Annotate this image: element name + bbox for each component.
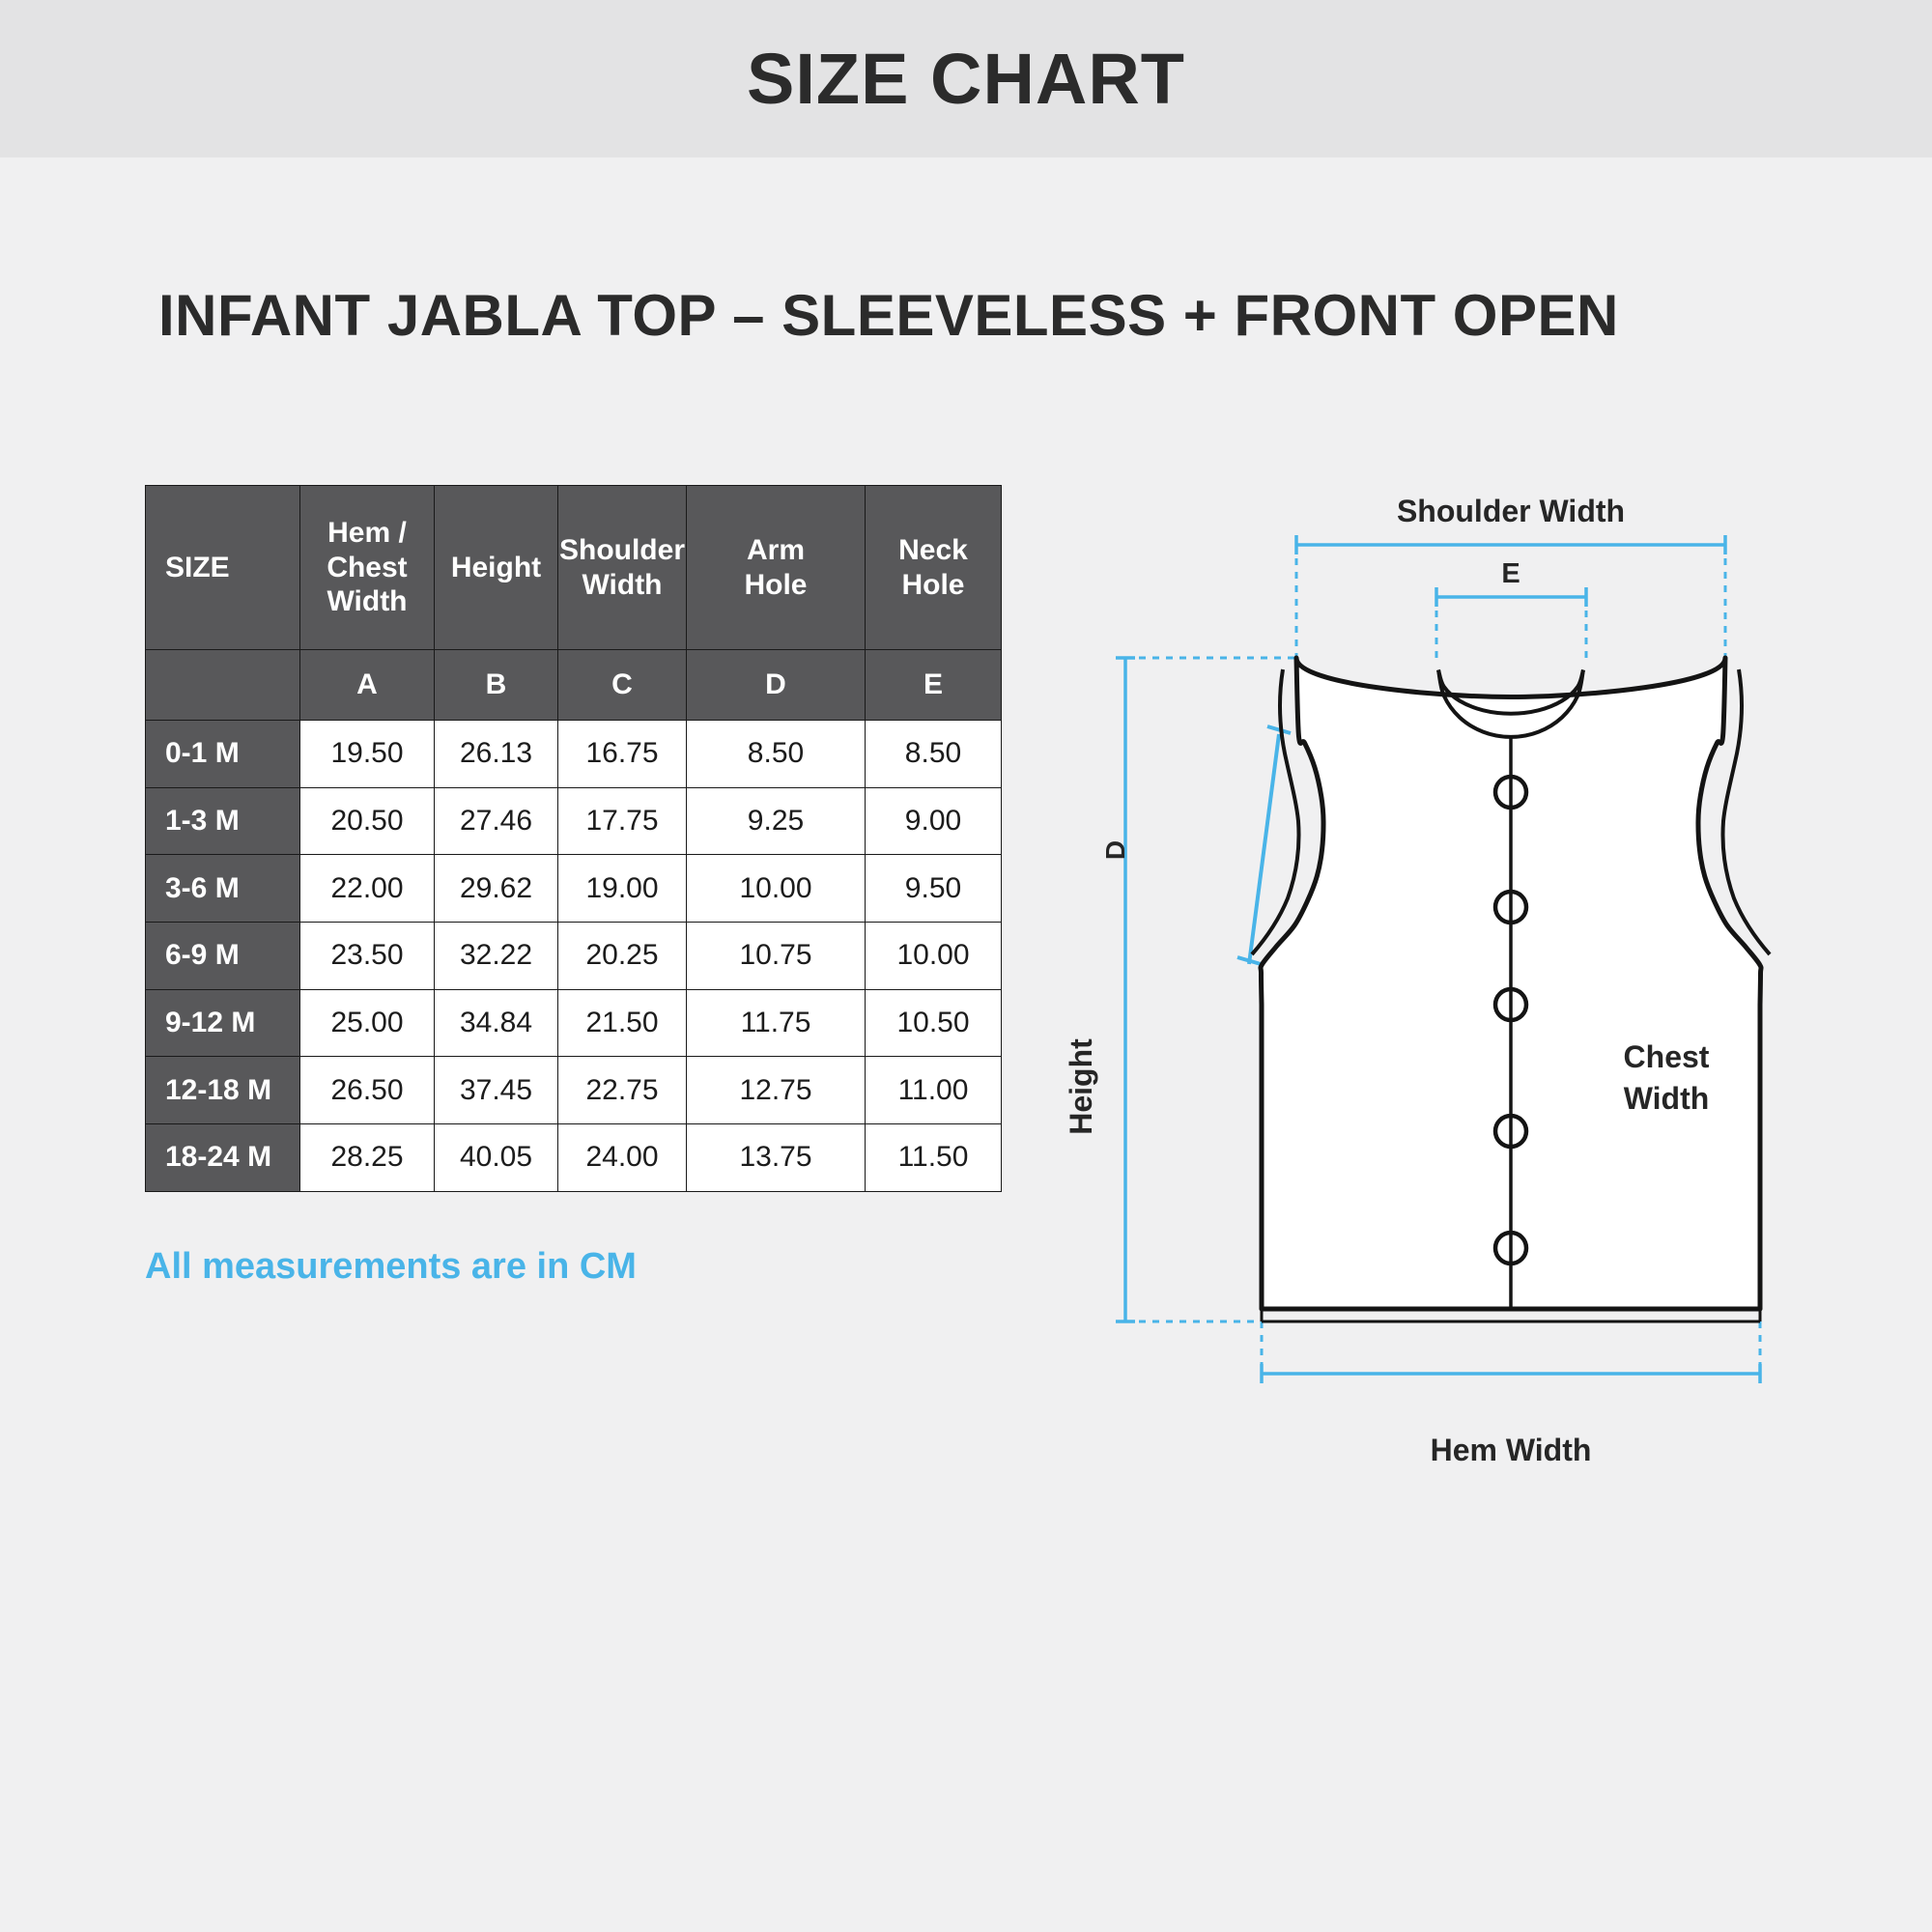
- svg-text:Chest: Chest: [1624, 1039, 1710, 1074]
- svg-text:D: D: [1100, 840, 1130, 860]
- svg-text:Width: Width: [1624, 1081, 1710, 1116]
- svg-text:Height: Height: [1064, 1038, 1098, 1135]
- svg-text:Shoulder Width: Shoulder Width: [1397, 494, 1625, 528]
- svg-text:Hem Width: Hem Width: [1431, 1433, 1592, 1467]
- svg-text:E: E: [1501, 558, 1520, 589]
